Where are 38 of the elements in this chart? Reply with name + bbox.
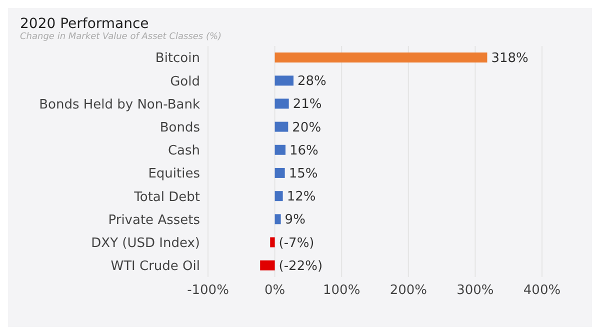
data-label: 15% [288, 166, 318, 182]
bar [274, 76, 294, 86]
data-label: 318% [491, 51, 528, 66]
data-label: 12% [286, 190, 316, 205]
x-tick-label: 100% [323, 283, 360, 298]
y-tick-label: Total Debt [133, 190, 200, 205]
bar [274, 98, 289, 109]
y-tick-label: Cash [168, 144, 200, 159]
bar [274, 191, 283, 202]
y-tick-label: Private Assets [108, 212, 200, 228]
y-tick-label: Gold [170, 74, 200, 90]
data-label: (-7%) [278, 236, 314, 251]
data-label: 16% [289, 143, 318, 158]
text: Change in Market Value of Asset Classes (%) [20, 32, 223, 42]
y-tick-label: Bonds Held by Non-Bank [39, 97, 200, 112]
bar [274, 122, 288, 132]
bar [270, 237, 275, 248]
x-tick-label: 300% [456, 283, 494, 298]
data-label: 9% [284, 212, 306, 228]
y-tick-label: Bonds [160, 120, 200, 136]
x-tick-label: 200% [390, 283, 427, 298]
x-tick-label: 400% [523, 283, 561, 298]
bar [274, 52, 488, 62]
bar [274, 214, 281, 224]
x-tick-label: 0% [264, 283, 286, 298]
data-label: 28% [298, 74, 326, 90]
y-tick-label: WTI Crude Oil [110, 259, 200, 274]
bar [274, 168, 285, 178]
bar [260, 260, 275, 270]
text: 2020 Performance [20, 16, 150, 32]
y-tick-label: Bitcoin [155, 51, 200, 66]
data-label: 20% [292, 120, 322, 136]
bar [274, 144, 286, 155]
y-tick-label: Equities [148, 166, 200, 182]
data-label: 21% [292, 97, 322, 112]
data-label: (-22%) [278, 258, 323, 274]
x-tick-label: -100% [187, 283, 229, 298]
y-tick-label: DXY (USD Index) [91, 236, 200, 251]
